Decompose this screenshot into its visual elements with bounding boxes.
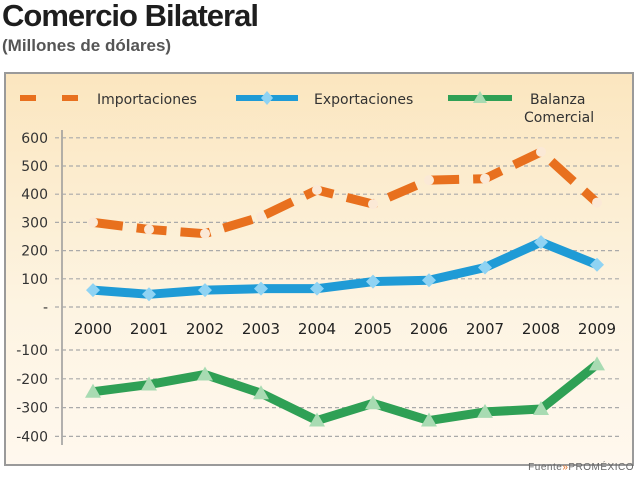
data-point-exportaciones [366, 274, 380, 289]
data-point-exportaciones [198, 283, 212, 298]
data-point-importaciones [88, 217, 98, 228]
data-point-importaciones [592, 197, 602, 208]
legend-label-comercial: Comercial [524, 110, 594, 126]
y-tick-label: -100 [16, 343, 48, 359]
source-name: PROMÉXICO [568, 462, 634, 473]
x-tick-label: 2006 [410, 320, 448, 338]
y-tick-label: -300 [16, 401, 48, 417]
legend: Importaciones Exportaciones Balanza Come… [20, 91, 594, 126]
data-point-balanza [197, 366, 213, 381]
x-tick-label: 2002 [186, 320, 224, 338]
data-point-exportaciones [86, 283, 100, 298]
data-point-importaciones [200, 228, 210, 239]
legend-marker-triangle-icon [473, 91, 487, 103]
data-point-exportaciones [478, 260, 492, 275]
data-point-exportaciones [254, 281, 268, 296]
source-note: Fuente»PROMÉXICO [528, 462, 634, 473]
data-point-importaciones [256, 211, 266, 222]
legend-label-balanza: Balanza [530, 92, 585, 108]
data-point-exportaciones [534, 235, 548, 250]
x-tick-label: 2001 [130, 320, 168, 338]
data-point-exportaciones [590, 257, 604, 272]
legend-label-exportaciones: Exportaciones [314, 92, 413, 108]
x-tick-label: 2005 [354, 320, 392, 338]
data-point-balanza [85, 383, 101, 398]
data-point-balanza [589, 356, 605, 371]
data-point-balanza [421, 412, 437, 427]
x-tick-label: 2008 [522, 320, 560, 338]
y-tick-label: 100 [21, 272, 48, 288]
series-line-exportaciones [92, 237, 599, 299]
y-tick-label: 500 [21, 159, 48, 175]
data-point-balanza [141, 376, 157, 391]
y-tick-label: -400 [16, 429, 48, 445]
source-arrow: » [562, 462, 569, 473]
x-tick-label: 2003 [242, 320, 280, 338]
data-point-exportaciones [310, 281, 324, 296]
x-tick-label: 2009 [578, 320, 616, 338]
chart-subtitle: (Millones de dólares) [2, 36, 172, 55]
chart-area [4, 72, 634, 466]
legend-marker-diamond-icon [261, 91, 273, 105]
x-tick-label: 2007 [466, 320, 504, 338]
data-point-balanza [365, 395, 381, 410]
data-point-importaciones [144, 224, 154, 235]
data-point-importaciones [424, 175, 434, 186]
series-line-importaciones [92, 147, 601, 239]
y-tick-label: - [43, 300, 48, 316]
y-tick-label: 400 [21, 187, 48, 203]
data-point-balanza [309, 412, 325, 427]
y-tick-label: 200 [21, 244, 48, 260]
data-point-balanza [477, 403, 493, 418]
data-point-importaciones [536, 146, 546, 157]
data-point-exportaciones [142, 287, 156, 302]
x-tick-label: 2004 [298, 320, 336, 338]
data-point-exportaciones [422, 273, 436, 288]
y-tick-label: 300 [21, 215, 48, 231]
data-point-importaciones [480, 173, 490, 184]
data-point-importaciones [312, 184, 322, 195]
y-tick-label: 600 [21, 131, 48, 147]
source-prefix: Fuente [528, 462, 563, 473]
chart-title: Comercio Bilateral [2, 0, 259, 33]
data-point-balanza [533, 401, 549, 416]
data-point-balanza [253, 385, 269, 400]
legend-label-importaciones: Importaciones [97, 92, 197, 108]
data-point-importaciones [368, 199, 378, 210]
series-line-balanza-comercial [92, 360, 600, 426]
x-tick-label: 2000 [74, 320, 112, 338]
y-tick-label: -200 [16, 372, 48, 388]
